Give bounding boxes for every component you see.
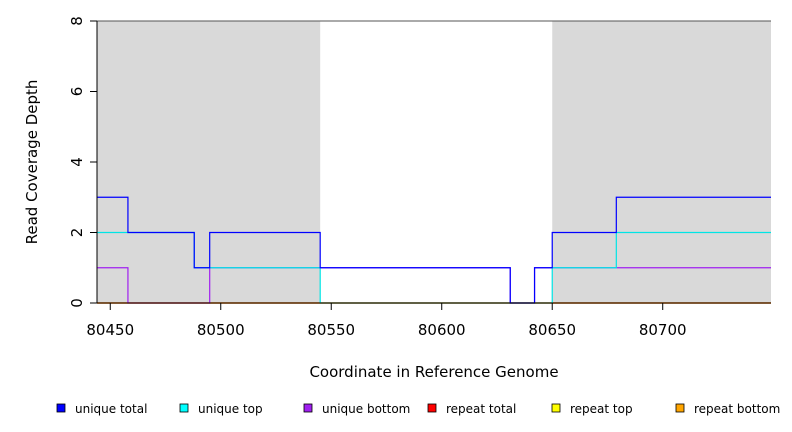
legend-item-unique-top: unique top: [179, 402, 263, 416]
legend-swatch: [675, 403, 685, 413]
y-tick-label: 2: [68, 228, 86, 238]
x-tick-label: 80500: [197, 321, 245, 339]
legend-label: repeat total: [446, 402, 516, 416]
y-axis-title: Read Coverage Depth: [23, 80, 41, 245]
y-tick-label: 0: [68, 298, 86, 308]
x-axis-title: Coordinate in Reference Genome: [309, 363, 558, 381]
legend-swatch: [551, 403, 561, 413]
legend-item-repeat-bottom: repeat bottom: [675, 402, 780, 416]
legend-item-unique-bottom: unique bottom: [303, 402, 410, 416]
legend-label: unique bottom: [322, 402, 410, 416]
x-tick-label: 80650: [528, 321, 576, 339]
shaded-region-0: [97, 21, 321, 303]
legend-item-repeat-top: repeat top: [551, 402, 633, 416]
legend-swatch: [56, 403, 66, 413]
legend-label: unique total: [75, 402, 147, 416]
x-tick-label: 80700: [639, 321, 687, 339]
series-unique-total: [97, 196, 771, 304]
legend-label: unique top: [198, 402, 263, 416]
legend: unique total unique top unique bottom repea…: [56, 402, 780, 416]
y-tick-label: 8: [68, 16, 86, 26]
legend-item-unique-total: unique total: [56, 402, 147, 416]
shaded-region-1: [552, 21, 771, 303]
shaded-regions: [97, 21, 771, 303]
legend-swatch: [427, 403, 437, 413]
axes: 80450 80500 80550 80600 80650 80700 0 2 4 6 8: [68, 16, 771, 339]
legend-swatch: [179, 403, 189, 413]
x-tick-label: 80550: [307, 321, 355, 339]
y-tick-label: 6: [68, 87, 86, 97]
legend-label: repeat bottom: [694, 402, 780, 416]
x-tick-label: 80450: [86, 321, 134, 339]
legend-label: repeat top: [570, 402, 633, 416]
x-tick-label: 80600: [418, 321, 466, 339]
legend-item-repeat-total: repeat total: [427, 402, 516, 416]
y-tick-label: 4: [68, 157, 86, 167]
legend-swatch: [303, 403, 313, 413]
